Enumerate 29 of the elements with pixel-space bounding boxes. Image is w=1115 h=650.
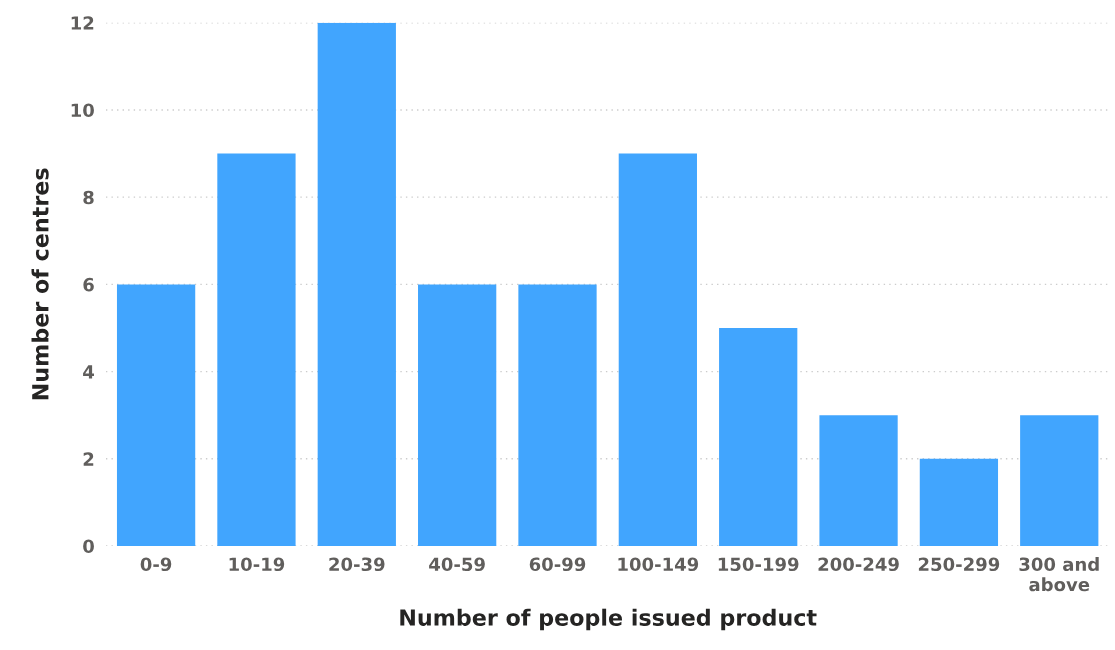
x-tick-label: 100-149 xyxy=(618,557,699,572)
bar xyxy=(618,153,697,546)
x-tick-label: 250-299 xyxy=(918,557,1000,572)
x-tick-label: 20-39 xyxy=(329,557,385,572)
bar xyxy=(418,284,497,546)
x-axis-title: Number of people issued product xyxy=(400,608,817,631)
y-tick-label: 2 xyxy=(83,452,94,466)
bar xyxy=(116,284,196,546)
bar xyxy=(1020,415,1099,546)
bar xyxy=(317,22,396,546)
x-tick-label: 150-199 xyxy=(718,557,799,572)
bar xyxy=(819,415,898,546)
x-tick-label: 200-249 xyxy=(818,557,899,572)
x-tick-label: 10-19 xyxy=(229,557,285,572)
bar xyxy=(518,284,597,546)
y-tick-label: 12 xyxy=(71,16,94,30)
bar xyxy=(217,153,296,546)
x-tick-label: 300 and above xyxy=(1019,557,1099,592)
y-tick-label: 0 xyxy=(83,539,94,554)
y-tick-label: 10 xyxy=(71,103,94,118)
y-tick-label: 6 xyxy=(83,277,94,292)
y-tick-label: 8 xyxy=(83,190,94,205)
bar xyxy=(919,458,999,546)
x-tick-label: 40-59 xyxy=(429,557,485,572)
x-tick-label: 60-99 xyxy=(529,557,586,572)
x-tick-label: 0-9 xyxy=(140,557,172,572)
y-axis-title: Number of centres xyxy=(31,168,49,400)
bar xyxy=(719,327,798,546)
y-tick-label: 4 xyxy=(83,365,94,379)
